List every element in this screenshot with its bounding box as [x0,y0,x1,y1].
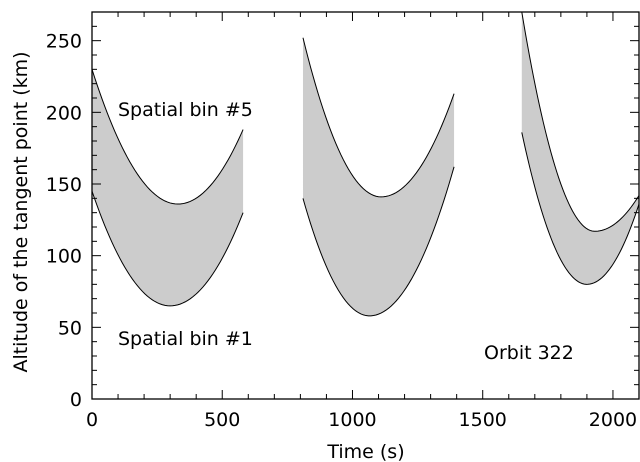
y-tick-label: 200 [46,102,82,124]
band-3-fill [521,12,639,285]
x-axis-label: Time (s) [326,441,404,462]
y-tick-label: 50 [58,317,82,339]
band-2-fill [302,37,455,316]
y-tick-label: 150 [46,174,82,196]
band-3-lower-line [521,132,640,285]
axes-layer [91,11,640,400]
plot-frame [91,11,640,400]
x-tick-label: 0 [86,409,98,431]
annotation-spatial-bin-1: Spatial bin #1 [118,328,253,350]
band-3-upper-line [521,11,640,232]
band-1-lower-line [91,191,244,307]
band-2-lower-line [302,166,455,317]
annotation-spatial-bin-5: Spatial bin #5 [118,99,253,121]
y-tick-label: 250 [46,31,82,53]
y-tick-label: 100 [46,246,82,268]
bands-layer [91,11,640,317]
x-tick-label: 1500 [459,409,507,431]
y-tick-label: 0 [70,389,82,411]
band-1-upper-line [91,69,244,205]
ticks-layer: 0 500 1000 1500 2000 0 50 100 150 200 250 [46,11,640,431]
band-1-fill [92,69,244,306]
band-2-upper-line [302,37,455,198]
annotation-orbit: Orbit 322 [484,342,574,364]
x-tick-label: 500 [204,409,240,431]
x-tick-label: 1000 [328,409,376,431]
y-axis-label: Altitude of the tangent point (km) [10,51,32,372]
x-tick-label: 2000 [589,409,637,431]
